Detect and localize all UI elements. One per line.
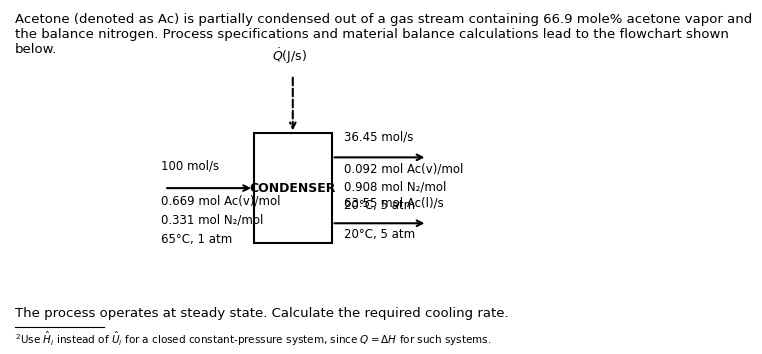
Text: 20°C, 5 atm: 20°C, 5 atm bbox=[344, 228, 415, 241]
Bar bbox=[254, 133, 331, 243]
Text: 0.092 mol Ac(v)/mol: 0.092 mol Ac(v)/mol bbox=[344, 162, 463, 176]
Text: $\dot{Q}$(J/s): $\dot{Q}$(J/s) bbox=[272, 47, 307, 66]
Text: 20°C, 5 atm: 20°C, 5 atm bbox=[344, 199, 415, 212]
Text: 63.55 mol Ac(l)/s: 63.55 mol Ac(l)/s bbox=[344, 196, 443, 210]
Text: 100 mol/s: 100 mol/s bbox=[162, 160, 219, 173]
Text: 0.908 mol N₂/mol: 0.908 mol N₂/mol bbox=[344, 181, 446, 194]
Text: Acetone (denoted as Ac) is partially condensed out of a gas stream containing 66: Acetone (denoted as Ac) is partially con… bbox=[14, 13, 752, 56]
Text: 65°C, 1 atm: 65°C, 1 atm bbox=[162, 233, 232, 246]
Text: $^2$Use $\hat{H}_i$ instead of $\hat{U}_i$ for a closed constant-pressure system: $^2$Use $\hat{H}_i$ instead of $\hat{U}_… bbox=[14, 330, 491, 348]
Text: CONDENSER: CONDENSER bbox=[250, 182, 336, 195]
Text: 36.45 mol/s: 36.45 mol/s bbox=[344, 131, 413, 144]
Text: 0.331 mol N₂/mol: 0.331 mol N₂/mol bbox=[162, 214, 264, 227]
Text: The process operates at steady state. Calculate the required cooling rate.: The process operates at steady state. Ca… bbox=[14, 307, 508, 320]
Text: 0.669 mol Ac(v)/mol: 0.669 mol Ac(v)/mol bbox=[162, 195, 280, 208]
